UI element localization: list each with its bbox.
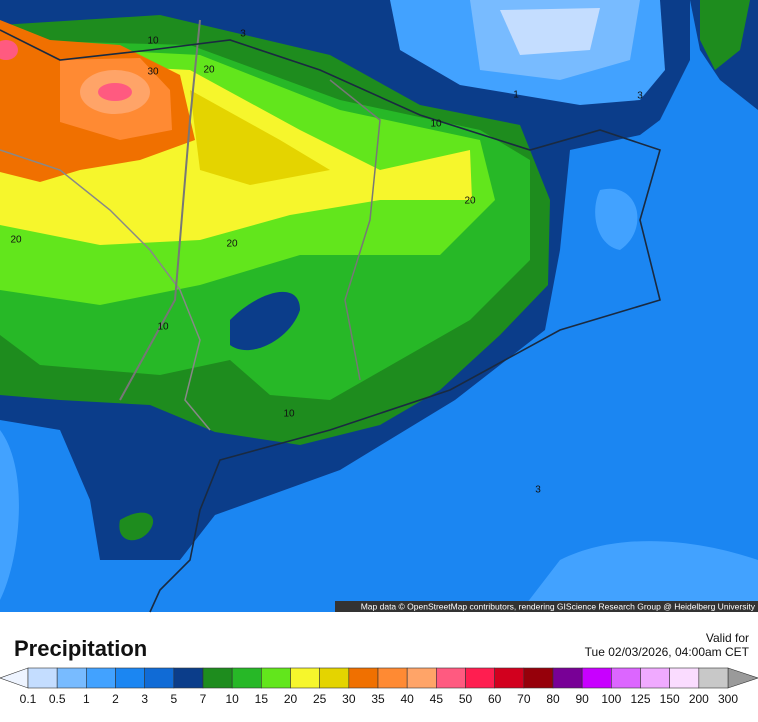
legend-swatch [86,667,116,689]
legend-swatch [144,667,175,689]
contour-label: 10 [147,36,159,47]
legend-swatch [698,667,729,689]
legend-swatch [56,667,87,689]
legend-tick-label: 90 [575,692,589,706]
legend-tick-label: 60 [488,692,502,706]
border [0,149,211,431]
legend-tick-label: 15 [255,692,269,706]
contour-label: 10 [430,119,442,130]
legend-swatch [669,667,700,689]
legend-tick-label: 30 [342,692,356,706]
contour-label: 20 [226,239,238,250]
legend-tick-label: 7 [200,692,207,706]
legend-tick-label: 35 [371,692,385,706]
legend-tick-label: 125 [630,692,650,706]
light-area [500,8,600,55]
contour-label: 3 [637,91,643,102]
valid-label: Valid for [706,631,749,645]
contour-label: 30 [147,67,159,78]
legend-swatch [319,667,350,689]
legend-tick-label: 10 [225,692,239,706]
legend-tick-label: 80 [546,692,560,706]
legend-swatch [377,667,408,689]
legend-swatch [406,667,437,689]
legend-tick-label: 2 [112,692,119,706]
legend: 0.1 0.5 1 2 3 5 7 10 15 20 25 30 35 40 45 50 60 70 80 90 100… [0,667,758,706]
legend-tick-label: 0.5 [49,692,66,706]
legend-swatch [436,667,466,689]
legend-tick-label: 0.1 [20,692,37,706]
legend-tick-label: 200 [689,692,709,706]
legend-tick-label: 20 [284,692,298,706]
legend-swatch [290,667,320,689]
contour-label: 1 [513,90,519,101]
green-area [700,0,750,70]
legend-tick-label: 3 [141,692,148,706]
legend-tick-label: 100 [601,692,621,706]
contour-label: 20 [464,196,476,207]
title: Precipitation [14,636,147,661]
light-area [0,188,758,612]
legend-swatch [640,667,670,689]
attribution-bar [335,601,758,612]
legend-swatch [465,667,495,689]
precipitation-map: Map data © OpenStreetMap contributors, r… [0,0,758,613]
legend-swatch [523,667,554,689]
border [119,19,201,401]
legend-swatch [581,667,612,689]
yellow-area [190,90,330,185]
legend-swatch [202,667,233,689]
legend-swatch [494,667,525,689]
coastline [0,29,661,613]
contour-label: 3 [240,29,246,40]
contour-label: 10 [157,322,169,333]
legend-swatch [348,667,379,689]
legend-swatch [27,667,58,689]
legend-tick-label: 40 [400,692,414,706]
legend-swatch [552,667,583,689]
heavy-area [230,291,300,351]
contour-label: 20 [10,235,22,246]
pink-area [98,83,132,101]
attribution: Map data © OpenStreetMap contributors, r… [361,601,756,611]
contour-label: 10 [283,409,295,420]
contour-label: 3 [535,485,541,496]
legend-tick-label: 150 [660,692,680,706]
legend-swatch [231,667,262,689]
green-area [119,512,154,541]
legend-tick-label: 70 [517,692,531,706]
legend-under [0,667,29,689]
legend-tick-label: 1 [83,692,90,706]
legend-swatch [115,667,145,689]
legend-swatch [261,667,291,689]
legend-tick-label: 300 [718,692,738,706]
legend-over [727,667,758,689]
valid-time: Tue 02/03/2026, 04:00am CET [585,645,750,659]
legend-tick-label: 50 [459,692,473,706]
legend-tick-label: 25 [313,692,327,706]
pink-area [0,40,18,60]
legend-swatch [611,667,641,689]
border [329,79,381,381]
contour-label: 20 [203,65,215,76]
legend-tick-label: 5 [170,692,177,706]
legend-tick-label: 45 [430,692,444,706]
legend-swatch [173,667,204,689]
